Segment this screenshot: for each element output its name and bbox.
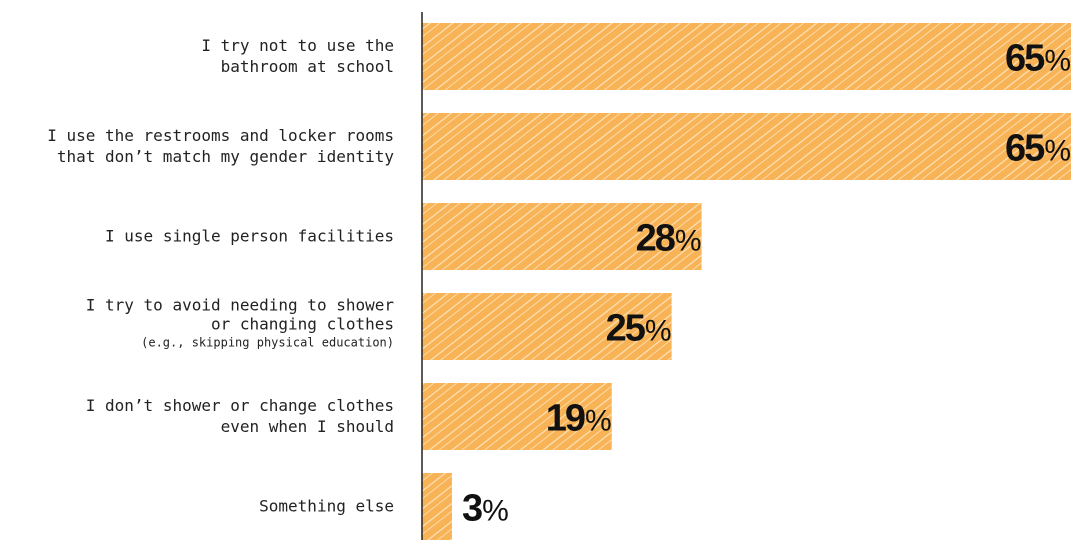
category-label-5: I don’t shower or change clothes even whe… [86,396,394,436]
value-number: 65 [1005,38,1045,80]
bars-group [422,23,1071,540]
category-label-line: Something else [259,497,394,516]
category-label-1: I try not to use the bathroom at school [201,36,394,76]
bar-hatch-1 [422,23,1071,90]
category-label-line: I don’t shower or change clothes [86,396,394,415]
category-label-line: bathroom at school [221,57,394,76]
bar-hatch-6 [422,473,452,540]
value-label-2: 65% [1005,128,1071,170]
category-label-3: I use single person facilities [105,227,394,246]
value-label-5: 19% [546,398,612,440]
value-number: 65 [1005,128,1045,170]
category-label-line: or changing clothes [211,315,394,334]
value-label-3: 28% [636,218,702,260]
bar-hatch-2 [422,113,1071,180]
value-label-4: 25% [606,308,672,350]
value-label-6: 3% [462,488,509,530]
value-number: 3 [462,488,482,530]
value-number: 28 [636,218,675,260]
value-percent-sign: % [482,495,509,528]
category-note-4: (e.g., skipping physical education) [141,336,394,350]
bar-hatch-4 [422,293,672,360]
category-label-line: even when I should [221,417,394,436]
value-percent-sign: % [585,405,612,438]
category-label-2: I use the restrooms and locker rooms that… [47,126,394,166]
bar-hatch-3 [422,203,702,270]
value-percent-sign: % [1044,135,1071,168]
category-label-line: I try not to use the [201,36,394,55]
category-label-line: I use the restrooms and locker rooms [47,126,394,145]
category-label-line: that don’t match my gender identity [57,147,395,166]
bar-hatch-5 [422,383,612,450]
category-label-4: I try to avoid needing to shower or chang… [86,296,395,334]
value-label-1: 65% [1005,38,1071,80]
value-labels-group: 65%65%28%25%19%3% [462,38,1071,530]
category-label-line: I try to avoid needing to shower [86,296,395,315]
value-percent-sign: % [1044,45,1071,78]
value-number: 25 [606,308,646,350]
category-label-6: Something else [259,497,394,516]
category-label-line: I use single person facilities [105,227,394,246]
value-number: 19 [546,398,585,440]
category-labels-group: I try not to use the bathroom at schoolI … [47,36,394,516]
value-percent-sign: % [675,225,702,258]
value-percent-sign: % [645,315,672,348]
